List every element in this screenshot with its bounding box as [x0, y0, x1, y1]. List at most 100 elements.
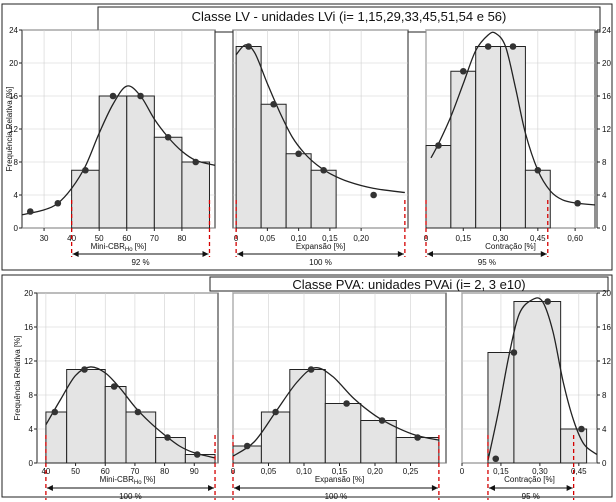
data-point	[81, 366, 88, 373]
data-point	[26, 208, 34, 215]
x-tick-label: 60	[122, 234, 131, 243]
data-point	[320, 166, 327, 174]
x-tick-label: 0,20	[367, 467, 383, 476]
data-point	[509, 43, 517, 50]
histogram-bar	[155, 437, 186, 464]
data-point	[307, 366, 315, 373]
x-tick-label: 80	[177, 234, 186, 243]
x-tick-label: 0,10	[296, 467, 312, 476]
x-tick-label: 0,15	[332, 467, 348, 476]
x-tick-label: 0,25	[403, 467, 419, 476]
range-arrowhead-right	[566, 485, 573, 491]
histogram-bar	[260, 411, 291, 464]
data-point	[137, 92, 144, 100]
range-coverage-label: 100 %	[119, 492, 142, 501]
data-point	[414, 434, 421, 441]
data-point	[370, 191, 377, 199]
x-axis-label: Expansão [%]	[315, 475, 364, 484]
right-y-tick-label: 12	[602, 125, 611, 134]
fitted-curve	[232, 367, 440, 457]
x-axis-label: Contração [%]	[504, 475, 555, 484]
histogram-bar	[450, 70, 477, 229]
right-y-tick-label: 8	[602, 158, 607, 167]
data-point	[193, 451, 201, 458]
data-point	[82, 166, 89, 174]
right-y-tick-label: 0	[602, 459, 607, 468]
x-tick-label: 0,20	[353, 234, 369, 243]
histogram-bar	[475, 46, 502, 229]
range-arrowhead-left	[488, 485, 495, 491]
data-point	[574, 199, 581, 207]
left-y-tick-label: 16	[9, 92, 18, 101]
histogram-bar	[360, 420, 397, 464]
right-y-tick-label: 8	[602, 391, 607, 400]
left-y-tick-label: 8	[14, 158, 19, 167]
x-tick-label: 50	[71, 467, 80, 476]
panel-2: 0 0,15 0,30 0,45 Contração [%] 95 %	[460, 292, 598, 501]
data-point	[164, 434, 171, 441]
histogram-bar	[104, 386, 127, 464]
x-tick-label: 0,15	[322, 234, 338, 243]
histogram-bar	[71, 169, 100, 229]
left-y-tick-label: 16	[24, 323, 33, 332]
data-point	[578, 425, 585, 433]
range-coverage-label: 92 %	[131, 258, 149, 267]
left-y-tick-label: 24	[9, 26, 18, 35]
x-tick-label: 90	[190, 467, 199, 476]
x-tick-label: 0,15	[493, 467, 509, 476]
histogram-bar	[153, 136, 183, 229]
range-coverage-label: 95 %	[522, 492, 540, 501]
x-tick-label: 70	[150, 234, 159, 243]
left-y-tick-label: 20	[9, 59, 18, 68]
left-y-tick-label: 8	[29, 391, 34, 400]
data-point	[484, 43, 492, 50]
data-point	[110, 383, 118, 390]
range-arrowhead-left	[46, 485, 53, 491]
data-point	[51, 408, 59, 416]
right-y-tick-label: 16	[602, 92, 611, 101]
right-y-tick-label: 24	[602, 26, 611, 35]
x-tick-label: 0,05	[260, 234, 276, 243]
right-y-tick-label: 4	[602, 191, 607, 200]
left-y-tick-label: 4	[29, 425, 34, 434]
histogram-bar	[513, 301, 562, 464]
histogram-bar	[524, 169, 551, 229]
range-arrowhead-right	[397, 251, 404, 257]
data-point	[134, 408, 142, 416]
right-y-tick-label: 20	[602, 59, 611, 68]
fitted-curve	[235, 44, 405, 194]
fitted-curve	[430, 31, 596, 206]
data-point	[343, 400, 350, 407]
y-axis-label: Frequência Relativa [%]	[5, 87, 14, 172]
data-point	[295, 150, 302, 158]
range-arrowhead-right	[208, 485, 215, 491]
left-y-tick-label: 4	[14, 191, 19, 200]
fitted-curve	[45, 366, 216, 459]
left-y-tick-label: 20	[24, 289, 33, 298]
section-lv: Classe LV - unidades LVi (i= 1,15,29,33,…	[1, 3, 613, 271]
fitted-curve	[487, 297, 598, 461]
data-point	[510, 349, 518, 356]
histogram-bar	[285, 153, 312, 229]
right-y-tick-label: 16	[602, 323, 611, 332]
left-y-tick-label: 12	[24, 357, 33, 366]
x-axis-label: Contração [%]	[485, 242, 536, 251]
histogram-bar	[425, 145, 452, 229]
x-tick-label: 70	[130, 467, 139, 476]
panel-0: 405060708090Mini-CBRHo [%]100 %	[36, 292, 219, 501]
histogram-bar	[289, 369, 326, 464]
right-y-tick-label: 4	[602, 425, 607, 434]
range-arrowhead-left	[427, 251, 433, 257]
chart-title: Classe LV - unidades LVi (i= 1,15,29,33,…	[192, 9, 507, 24]
histogram-bar	[310, 169, 337, 229]
section-frame	[1, 274, 613, 498]
title-box	[209, 276, 609, 292]
x-tick-label: 0,45	[530, 234, 546, 243]
x-axis-label: Expansão [%]	[296, 242, 345, 251]
histogram-bar	[66, 369, 106, 464]
histogram-bar	[125, 411, 157, 464]
histogram-bar	[181, 161, 210, 229]
x-tick-label: 60	[101, 467, 110, 476]
